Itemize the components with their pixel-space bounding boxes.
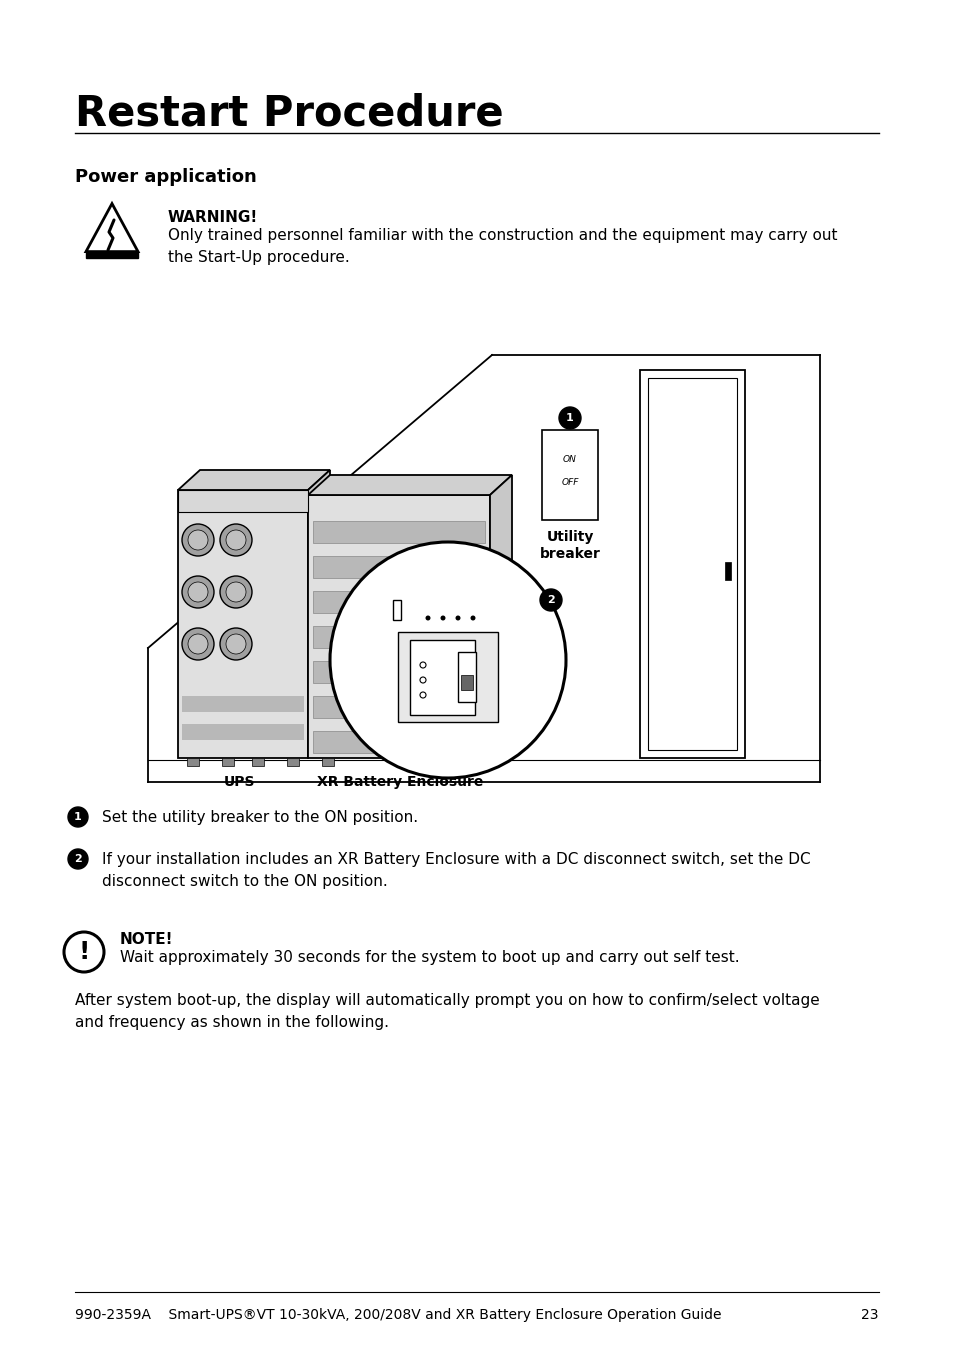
Circle shape [226,582,246,603]
Text: XR Battery Enclosure: XR Battery Enclosure [316,775,482,789]
Bar [313,661,484,684]
Bar [178,490,308,758]
Bar [541,430,598,520]
Bar [460,676,473,690]
Circle shape [220,628,252,661]
Circle shape [226,634,246,654]
Circle shape [226,530,246,550]
Text: 23: 23 [861,1308,878,1323]
Text: Restart Procedure: Restart Procedure [75,92,503,134]
Circle shape [68,807,88,827]
Polygon shape [308,476,512,494]
Circle shape [188,582,208,603]
Circle shape [182,628,213,661]
Text: ON: ON [562,455,577,463]
Polygon shape [490,476,512,758]
Bar [393,600,400,620]
Text: Utility
breaker: Utility breaker [539,530,599,561]
Bar [639,370,744,758]
Bar [86,251,138,258]
Text: 990-2359A    Smart-UPS®VT 10-30kVA, 200/208V and XR Battery Enclosure Operation : 990-2359A Smart-UPS®VT 10-30kVA, 200/208… [75,1308,720,1323]
Bar [252,758,264,766]
Text: Power application: Power application [75,168,256,186]
Bar [724,562,730,580]
Circle shape [188,530,208,550]
Bar [182,696,304,712]
Text: 2: 2 [74,854,82,865]
Circle shape [188,634,208,654]
Text: Wait approximately 30 seconds for the system to boot up and carry out self test.: Wait approximately 30 seconds for the sy… [120,950,739,965]
Circle shape [220,576,252,608]
Circle shape [68,848,88,869]
Circle shape [470,616,475,620]
Circle shape [182,576,213,608]
Text: 1: 1 [565,413,574,423]
Circle shape [558,407,580,430]
Text: 1: 1 [74,812,82,821]
Text: If your installation includes an XR Battery Enclosure with a DC disconnect switc: If your installation includes an XR Batt… [102,852,810,889]
Text: 2: 2 [547,594,555,605]
Bar [322,758,334,766]
Text: OFF: OFF [560,478,578,486]
Polygon shape [178,470,330,490]
Bar [313,557,484,578]
Text: WARNING!: WARNING! [168,209,258,226]
Circle shape [425,616,430,620]
Bar [463,758,476,766]
Circle shape [330,542,565,778]
Bar [313,521,484,543]
Bar [313,696,484,717]
Circle shape [440,616,445,620]
Bar [410,640,475,715]
Bar [222,758,233,766]
Bar [182,724,304,740]
Bar [647,378,737,750]
Bar [313,590,484,613]
Circle shape [455,616,460,620]
Bar [397,632,497,721]
Text: After system boot-up, the display will automatically prompt you on how to confir: After system boot-up, the display will a… [75,993,819,1031]
Bar [457,653,476,703]
Text: Set the utility breaker to the ON position.: Set the utility breaker to the ON positi… [102,811,417,825]
Bar [313,731,484,753]
Bar [187,758,199,766]
Circle shape [182,524,213,557]
Polygon shape [308,470,330,758]
Text: Only trained personnel familiar with the construction and the equipment may carr: Only trained personnel familiar with the… [168,228,837,265]
Text: !: ! [78,940,90,965]
Bar [178,490,308,512]
Text: NOTE!: NOTE! [120,932,173,947]
Bar [287,758,298,766]
Circle shape [220,524,252,557]
Bar [313,626,484,648]
Bar [308,494,490,758]
Text: UPS: UPS [224,775,255,789]
Circle shape [539,589,561,611]
